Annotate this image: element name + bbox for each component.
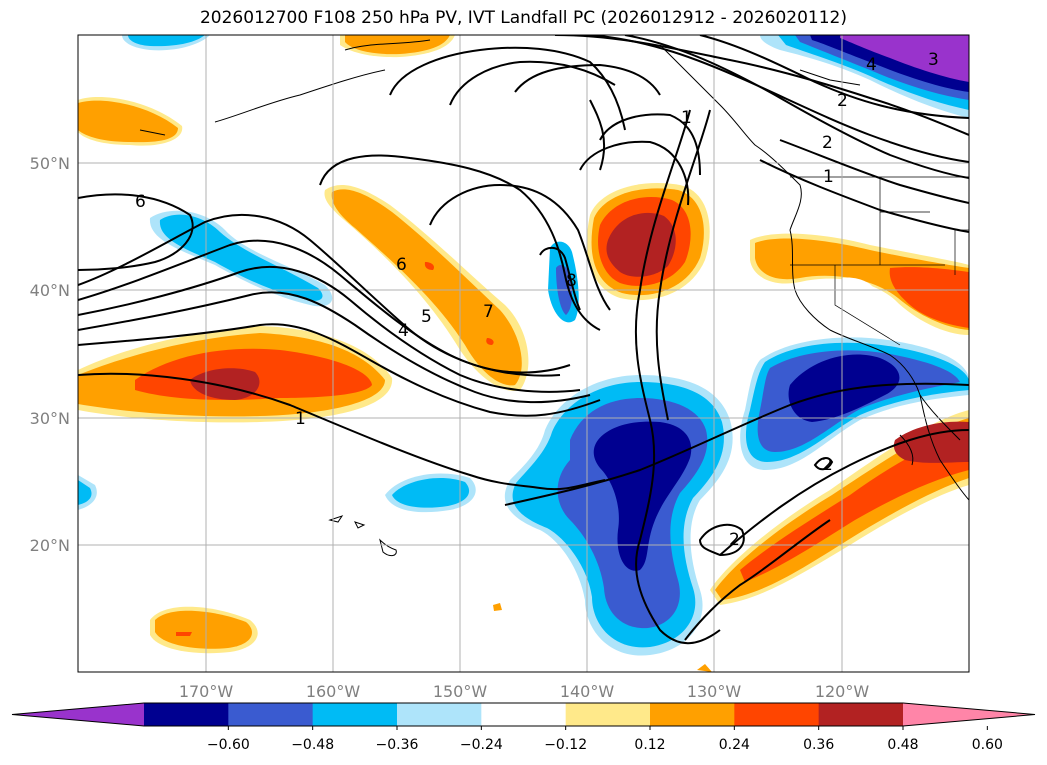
coastlines <box>139 39 969 557</box>
contour-label: 2 <box>837 91 848 111</box>
colorbar-tick-label: −0.48 <box>291 737 334 753</box>
colorbar-extend-high <box>903 703 1035 726</box>
colorbar-segment <box>734 703 820 726</box>
colorbar-tick-label: −0.24 <box>460 737 503 753</box>
colorbar-segment <box>818 703 904 726</box>
colorbar-tick-label: −0.60 <box>207 737 250 753</box>
lon-label: 150°W <box>433 682 488 701</box>
colorbar-segment <box>228 703 314 726</box>
lon-label: 130°W <box>687 682 742 701</box>
lon-label: 140°W <box>560 682 615 701</box>
colorbar-ticks: −0.60 −0.48 −0.36 −0.24 −0.12 0.12 0.24 0.36 0.4… <box>207 726 1003 753</box>
lat-label: 50°N <box>30 154 70 173</box>
colorbar-segment <box>312 703 398 726</box>
contour-labels: 1 2 4 5 6 7 8 6 4 3 2 1 2 2 1 <box>135 50 939 550</box>
contour-label: 1 <box>823 167 834 187</box>
colorbar-tick-label: −0.36 <box>376 737 419 753</box>
contour-label: 5 <box>421 307 432 327</box>
contour-label: 2 <box>822 455 833 475</box>
colorbar-tick-label: −0.12 <box>544 737 587 753</box>
contour-label: 6 <box>135 192 146 212</box>
contour-label: 2 <box>822 133 833 153</box>
contour-label: 4 <box>866 55 877 75</box>
lat-label: 20°N <box>30 536 70 555</box>
gridlines <box>78 35 969 672</box>
colorbar-tick-label: 0.12 <box>634 737 665 753</box>
colorbar-extend-low <box>12 703 144 726</box>
pv-contours <box>78 35 969 645</box>
lat-label: 30°N <box>30 409 70 428</box>
colorbar-segment <box>144 703 229 726</box>
colorbar-tick-label: 0.24 <box>719 737 750 753</box>
map-title: 2026012700 F108 250 hPa PV, IVT Landfall… <box>199 8 847 28</box>
lon-label: 170°W <box>179 682 234 701</box>
colorbar-tick-label: 0.36 <box>803 737 834 753</box>
colorbar-segment <box>650 703 735 726</box>
colorbar-segments <box>11 702 1036 727</box>
contour-label: 8 <box>566 271 577 291</box>
contour-label: 1 <box>295 409 306 429</box>
lon-label: 120°W <box>815 682 870 701</box>
contour-label: 2 <box>729 530 740 550</box>
colorbar-segment <box>397 703 482 726</box>
contour-label: 4 <box>398 321 409 341</box>
colorbar-segment <box>481 703 567 726</box>
contour-label: 3 <box>928 50 939 70</box>
contour-label: 1 <box>681 108 692 128</box>
lat-label: 40°N <box>30 281 70 300</box>
longitude-labels: 170°W 160°W 150°W 140°W 130°W 120°W <box>179 682 870 701</box>
latitude-labels: 50°N 40°N 30°N 20°N <box>30 154 70 555</box>
colorbar: −0.60 −0.48 −0.36 −0.24 −0.12 0.12 0.24 0.36 0.4… <box>11 702 1036 753</box>
colorbar-tick-label: 0.60 <box>972 737 1003 753</box>
lon-label: 160°W <box>306 682 361 701</box>
contour-label: 6 <box>396 255 407 275</box>
colorbar-segment <box>565 703 651 726</box>
negative-anomaly-fills <box>78 35 969 656</box>
map-frame <box>77 34 970 673</box>
colorbar-outline <box>11 702 1036 727</box>
map-panel: 1 2 4 5 6 7 8 6 4 3 2 1 2 2 1 <box>78 35 969 672</box>
contour-label: 7 <box>483 302 494 322</box>
colorbar-tick-label: 0.48 <box>887 737 918 753</box>
